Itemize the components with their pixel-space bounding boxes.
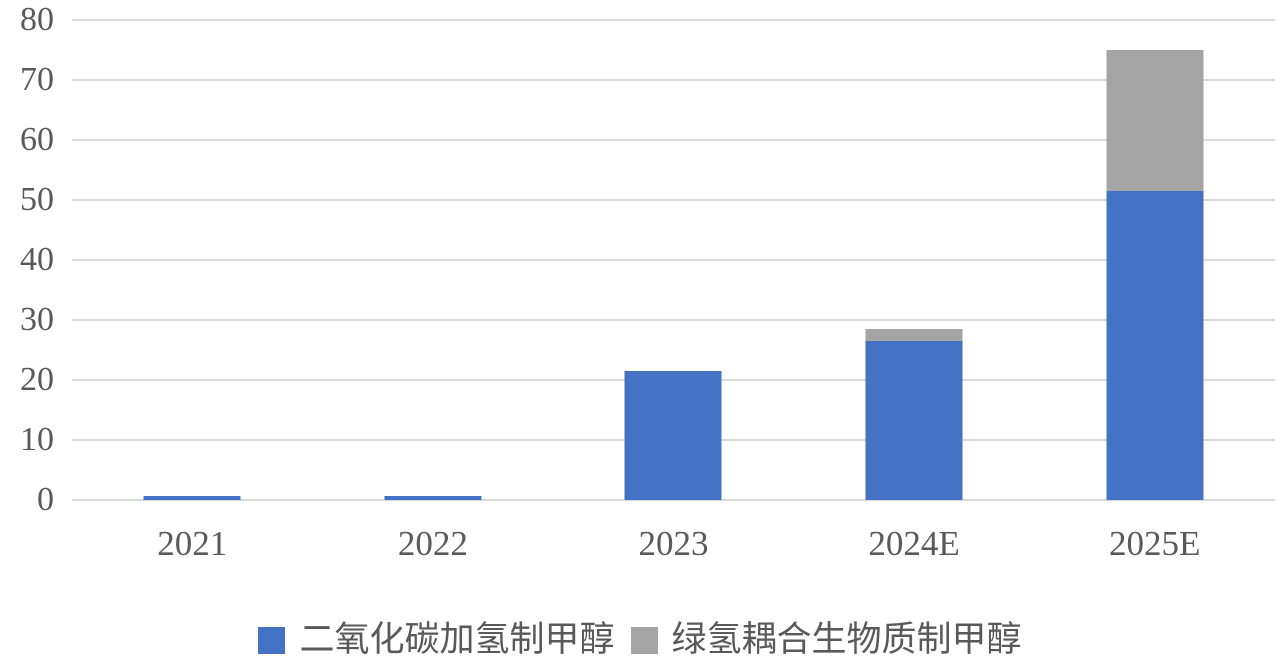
gridline bbox=[72, 499, 1275, 501]
x-tick-label: 2023 bbox=[638, 524, 709, 563]
y-tick-label: 60 bbox=[20, 121, 54, 158]
legend-label: 二氧化碳加氢制甲醇 bbox=[299, 620, 615, 659]
x-tick-label: 2025E bbox=[1108, 524, 1201, 563]
bar-stack-2021 bbox=[143, 496, 241, 500]
bar-stack-2025E bbox=[1106, 50, 1204, 500]
legend-item: 二氧化碳加氢制甲醇 bbox=[258, 618, 615, 662]
gridline bbox=[72, 19, 1275, 21]
legend-swatch-icon bbox=[258, 626, 286, 654]
y-tick-label: 30 bbox=[20, 301, 54, 338]
y-tick-label: 40 bbox=[20, 241, 54, 278]
x-tick-label: 2021 bbox=[157, 524, 228, 563]
bar-segment bbox=[865, 329, 963, 341]
bar-stack-2023 bbox=[624, 371, 722, 500]
bar-stack-2024E bbox=[865, 329, 963, 500]
bar-segment bbox=[1106, 50, 1204, 191]
bar-segment bbox=[1106, 191, 1204, 500]
plot-area bbox=[72, 19, 1275, 501]
gridline bbox=[72, 79, 1275, 81]
y-tick-label: 70 bbox=[20, 61, 54, 98]
bar-segment bbox=[143, 496, 241, 500]
category-slot bbox=[313, 20, 554, 500]
legend-swatch-icon bbox=[630, 626, 658, 654]
bar-stack-2022 bbox=[384, 495, 482, 500]
category-slot bbox=[553, 20, 794, 500]
y-tick-label: 50 bbox=[20, 181, 54, 218]
y-tick-label: 0 bbox=[37, 481, 54, 518]
gridline bbox=[72, 259, 1275, 261]
y-tick-label: 10 bbox=[20, 421, 54, 458]
y-tick-label: 80 bbox=[20, 1, 54, 38]
x-tick-label: 2022 bbox=[397, 524, 468, 563]
legend: 二氧化碳加氢制甲醇 绿氢耦合生物质制甲醇 bbox=[0, 618, 1280, 662]
bar-segment bbox=[384, 495, 482, 500]
category-slot bbox=[72, 20, 313, 500]
gridline bbox=[72, 199, 1275, 201]
category-slot bbox=[1034, 20, 1275, 500]
y-tick-label: 20 bbox=[20, 361, 54, 398]
category-slot bbox=[794, 20, 1035, 500]
bar-segment bbox=[624, 371, 722, 500]
legend-item: 绿氢耦合生物质制甲醇 bbox=[630, 618, 1022, 662]
gridline bbox=[72, 319, 1275, 321]
gridline bbox=[72, 139, 1275, 141]
legend-label: 绿氢耦合生物质制甲醇 bbox=[671, 620, 1022, 659]
x-tick-label: 2024E bbox=[868, 524, 960, 563]
bar-segment bbox=[865, 341, 963, 500]
